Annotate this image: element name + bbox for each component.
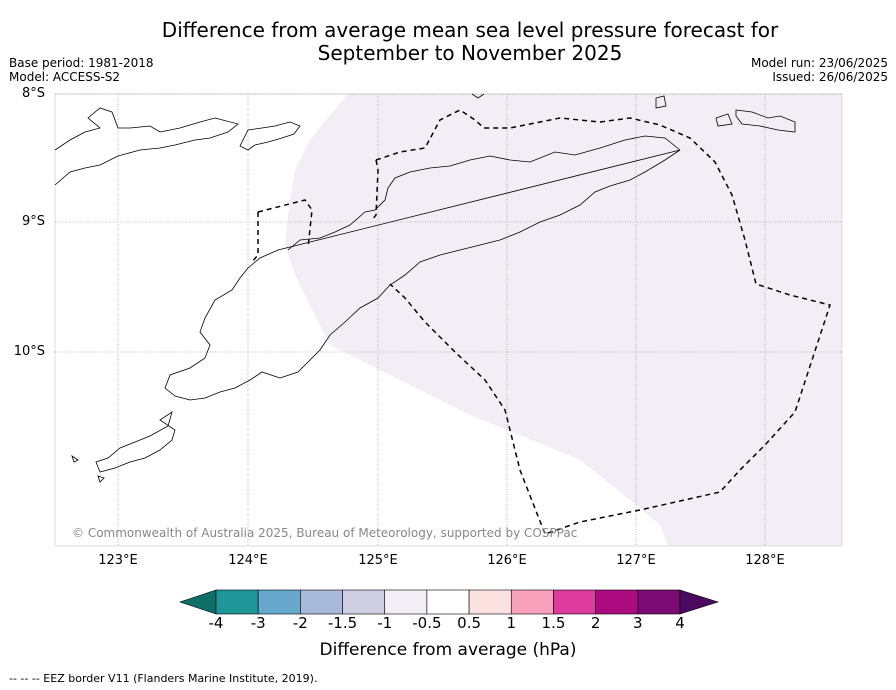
colorbar-swatch [300,589,343,615]
title-line-1: Difference from average mean sea level p… [161,18,779,42]
lon-label-123e: 123°E [98,553,138,568]
colorbar-tick-label: -2 [292,614,308,632]
lon-label-126e: 126°E [487,553,527,568]
colorbar-swatch [384,589,428,615]
islet-5 [71,455,79,463]
islet-2 [655,95,667,109]
colorbar-swatch [342,589,386,615]
colorbar-tick-label: -0.5 [412,614,442,632]
model-name: Model: ACCESS-S2 [9,70,121,84]
colorbar-swatch [426,589,470,615]
rote-sawu-coast [95,411,176,473]
colorbar-arrow-high [679,589,719,615]
base-period: Base period: 1981-2018 [9,56,154,70]
colorbar-swatch [215,589,259,615]
eez-borders [251,109,831,535]
colorbar-tick-label: 0.5 [457,614,482,632]
lon-label-125e: 125°E [358,553,398,568]
flores-alor-coast [54,107,239,186]
map-frame [54,93,843,547]
colorbar-title: Difference from average (hPa) [319,640,577,660]
colorbar-tick-label: -1 [377,614,393,632]
wetar-coast [239,121,301,151]
copyright-note: © Commonwealth of Australia 2025, Bureau… [72,526,578,540]
anomaly-fill-region [285,94,842,546]
meta-right: Model run: 23/06/2025 Issued: 26/06/2025 [751,56,888,84]
title-line-2: September to November 2025 [317,41,623,65]
lon-label-128e: 128°E [745,553,785,568]
lat-label-9s: 9°S [21,214,45,229]
lat-label-10s: 10°S [13,344,45,359]
colorbar-tick-label: -4 [208,614,224,632]
colorbar-tick-label: 3 [633,614,643,632]
eez-footnote: -- -- -- EEZ border V11 (Flanders Marine… [9,672,318,685]
colorbar-swatch [637,589,681,615]
coastlines [54,93,796,483]
colorbar-tick-label: -1.5 [327,614,358,632]
colorbar-swatch [468,589,512,615]
colorbar-tick-label: 1 [506,614,517,632]
lon-label-124e: 124°E [228,553,268,568]
issued-date: Issued: 26/06/2025 [772,70,888,84]
graticule [55,93,842,546]
colorbar-swatch [257,589,301,615]
islet-3 [735,109,796,133]
colorbar-swatch [510,589,554,615]
islet-1 [471,93,485,99]
lat-label-8s: 8°S [21,86,45,101]
colorbar-arrow-low [179,589,217,615]
timor-south-coast [164,149,681,401]
colorbar-tick-label: -3 [250,614,266,632]
colorbar-tick-label: 2 [590,614,601,632]
islet-4 [715,113,733,127]
meta-left: Base period: 1981-2018 Model: ACCESS-S2 [9,56,154,84]
islet-6 [97,475,105,483]
colorbar-swatch [595,589,639,615]
lon-label-127e: 127°E [616,553,656,568]
colorbar-tick-label: 4 [675,614,685,632]
model-run: Model run: 23/06/2025 [750,56,888,70]
map-title: Difference from average mean sea level p… [120,19,820,65]
colorbar-tick-label: 1.5 [541,614,566,632]
timor-north-coast [287,135,681,251]
colorbar-swatch [553,589,596,615]
